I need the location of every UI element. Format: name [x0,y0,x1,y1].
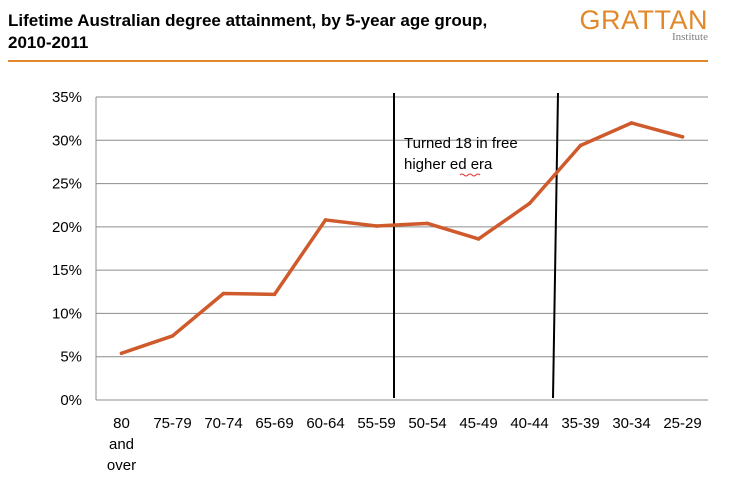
annotation-line1: Turned 18 in free [404,135,518,152]
y-tick-label: 5% [60,349,82,366]
data-point-30-34 [629,121,634,125]
x-tick-label: 80 [113,415,130,432]
data-point-80-and-over [119,351,124,356]
data-point-65-69 [272,292,277,297]
data-point-40-44 [527,201,532,206]
chart-title: Lifetime Australian degree attainment, b… [8,10,568,54]
y-tick-label: 35% [52,89,82,106]
y-tick-label: 15% [52,262,82,279]
x-tick-label: 55-59 [357,415,395,432]
data-point-55-59 [374,224,379,228]
data-point-75-79 [170,334,175,338]
data-point-50-54 [425,221,430,226]
annotation-line2: higher ed era [404,156,493,173]
chart-title-line1: Lifetime Australian degree attainment, b… [8,11,488,30]
y-axis-ticks: 0% 5% 10% 15% 20% 25% 30% 35% [52,89,82,409]
y-tick-label: 10% [52,305,82,322]
x-tick-label: 40-44 [510,415,548,432]
spellcheck-squiggle [459,173,481,177]
logo-subtitle: Institute [671,31,708,43]
logo-wordmark: GRATTAN [579,5,708,35]
y-tick-label: 25% [52,176,82,193]
era-end-line [552,92,559,399]
data-point-60-64 [323,218,328,222]
x-tick-label: 70-74 [204,415,242,432]
x-tick-label: 30-34 [612,415,650,432]
data-point-25-29 [680,135,685,139]
y-tick-label: 0% [60,392,82,409]
x-tick-label: 35-39 [561,415,599,432]
data-point-45-49 [476,237,481,241]
x-tick-label: 45-49 [459,415,497,432]
series-line [119,121,685,356]
x-tick-label: 75-79 [153,415,191,432]
data-point-35-39 [578,143,583,148]
x-tick-label: 60-64 [306,415,344,432]
data-point-70-74 [221,291,226,296]
x-tick-label: and [109,436,134,453]
y-tick-label: 30% [52,132,82,149]
header-rule [8,60,708,62]
x-axis-ticks: 80 and over 75-79 70-74 65-69 60-64 55-59 50-54 4… [107,415,702,474]
series-group [119,121,685,356]
x-tick-label: 50-54 [408,415,446,432]
x-tick-label: 25-29 [663,415,701,432]
x-tick-label: over [107,457,136,474]
era-markers [393,92,559,399]
grattan-logo: GRATTAN Institute [580,6,709,43]
chart-title-line2: 2010-2011 [8,33,89,52]
grid-lines [95,96,708,401]
y-tick-label: 20% [52,219,82,236]
x-tick-label: 65-69 [255,415,293,432]
